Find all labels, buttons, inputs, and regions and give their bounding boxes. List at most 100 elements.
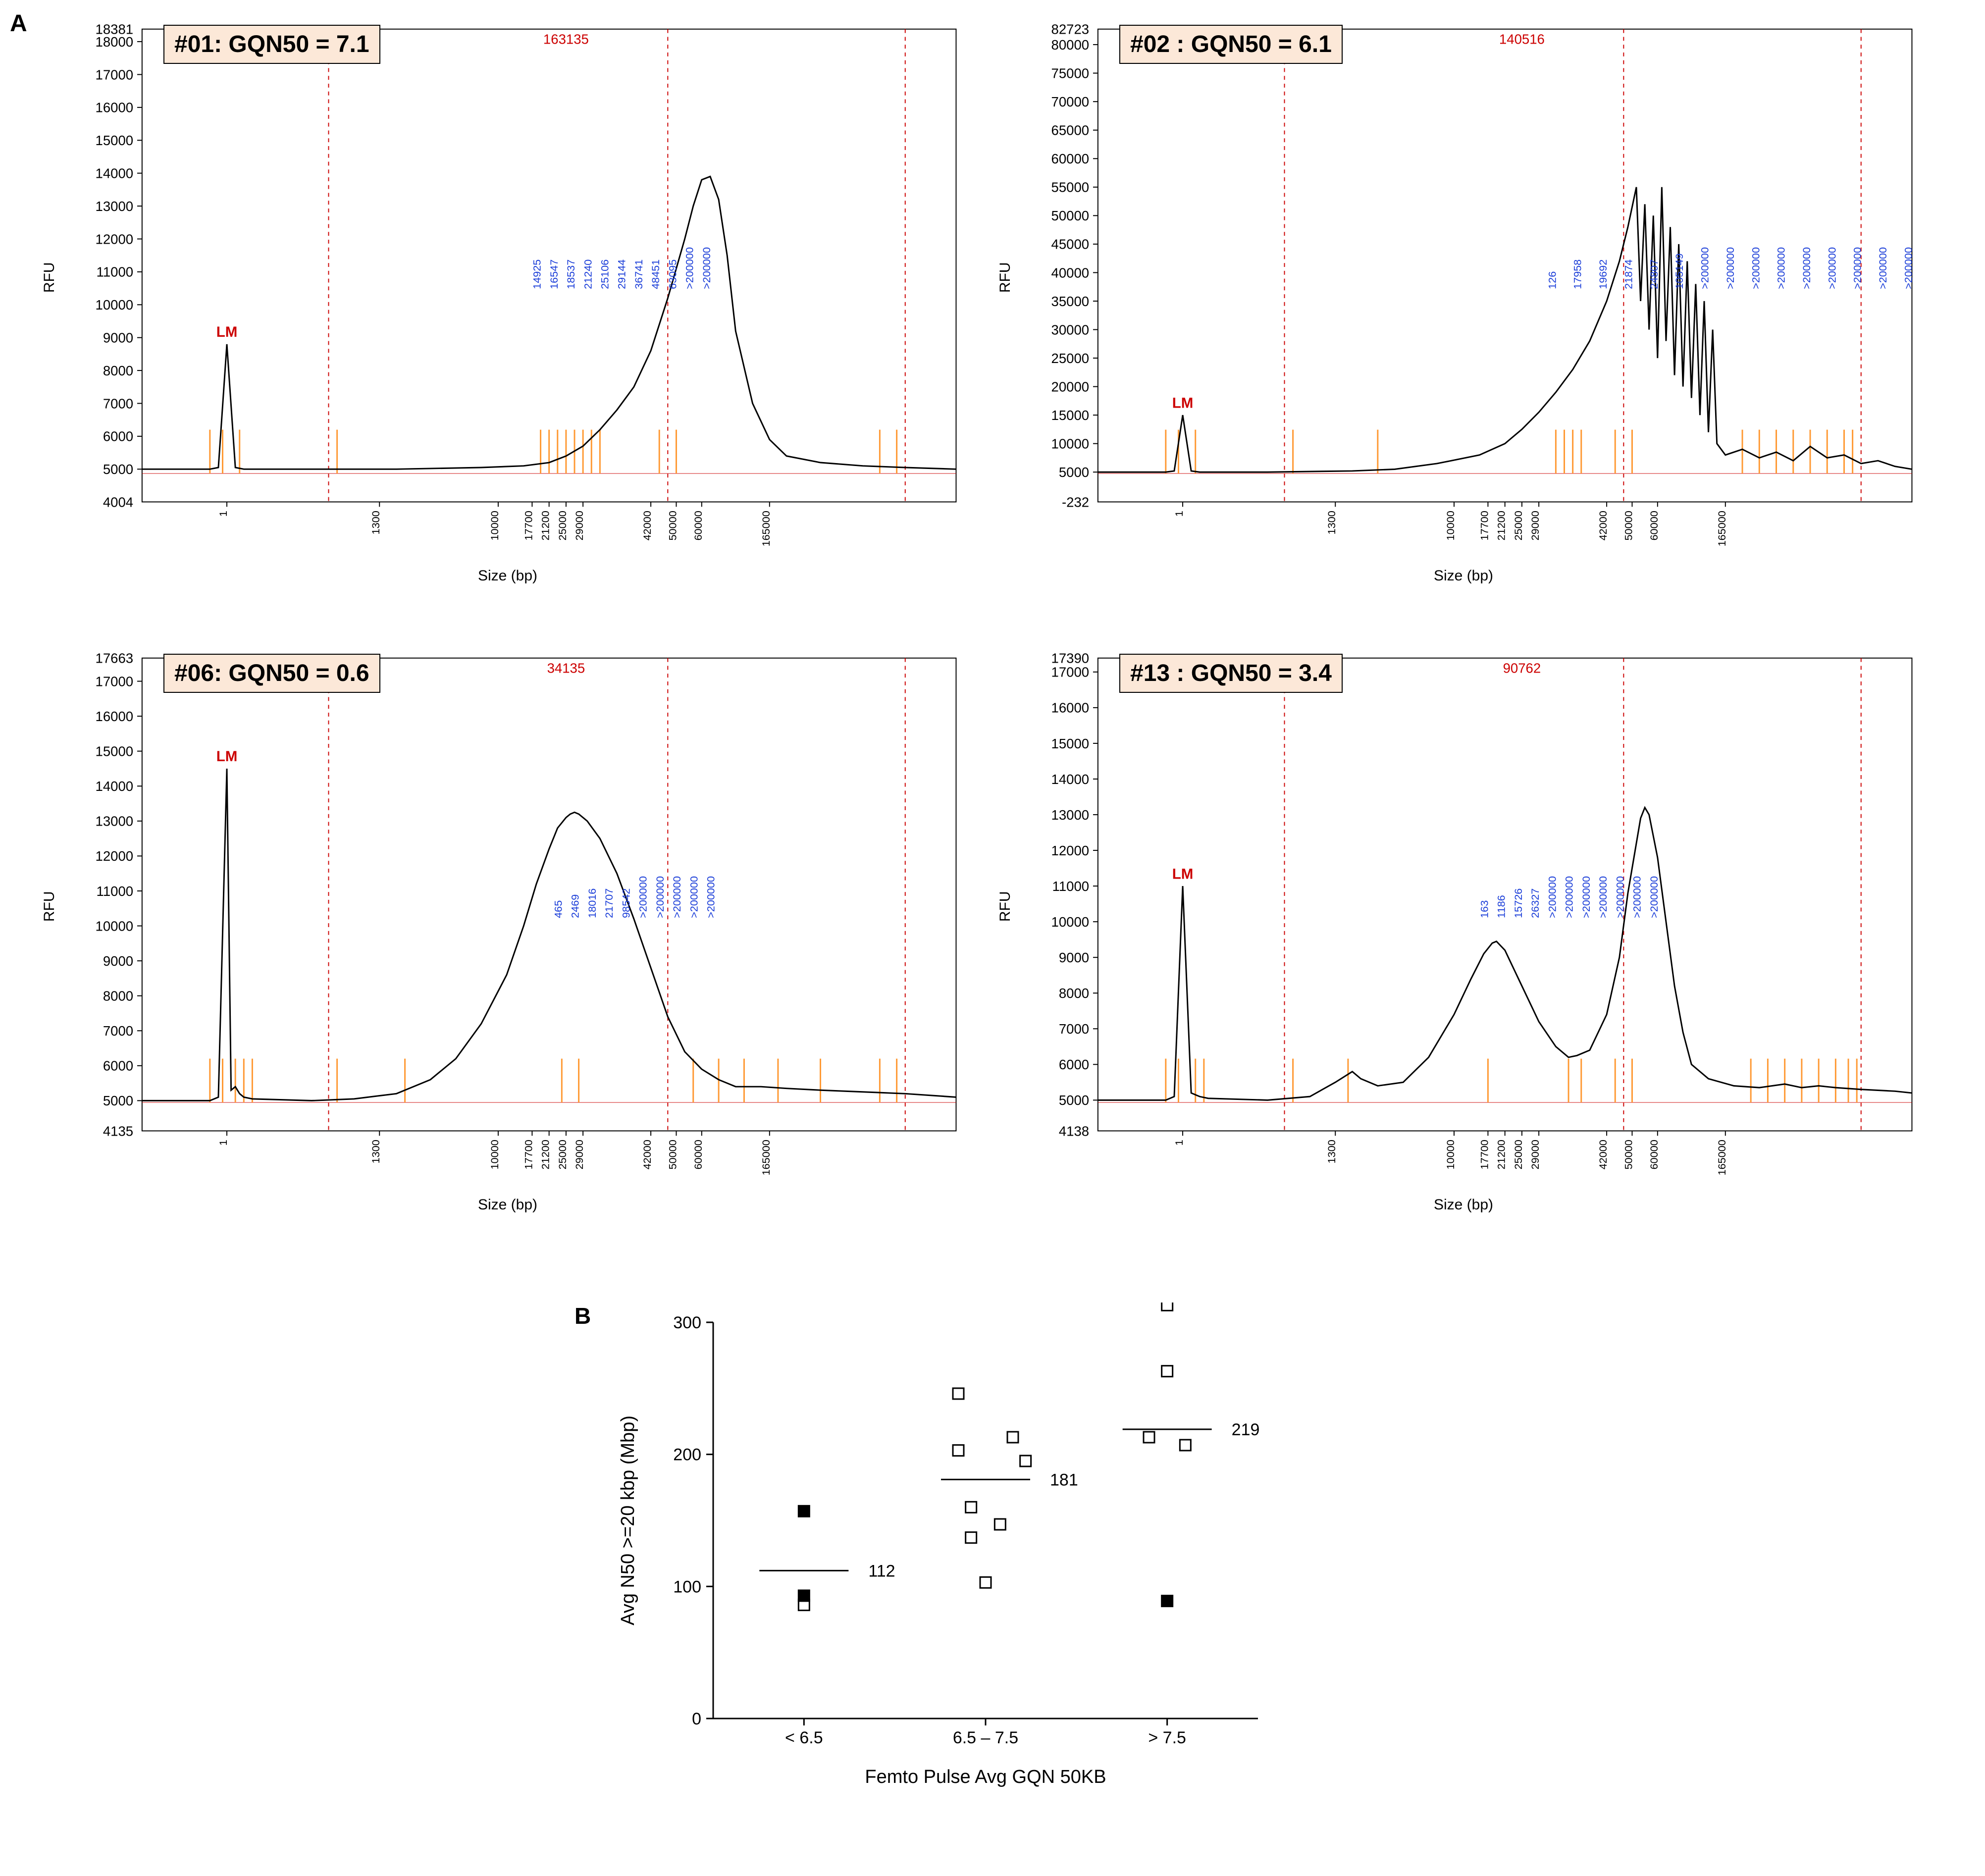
svg-text:34135: 34135 xyxy=(547,660,585,676)
svg-text:5000: 5000 xyxy=(1059,465,1089,480)
svg-text:15726: 15726 xyxy=(1512,888,1524,918)
svg-text:20000: 20000 xyxy=(1051,379,1090,394)
svg-text:7000: 7000 xyxy=(103,396,133,411)
svg-text:10000: 10000 xyxy=(1051,436,1090,452)
svg-text:25000: 25000 xyxy=(556,511,569,540)
svg-text:30000: 30000 xyxy=(1051,322,1090,337)
svg-text:>200000: >200000 xyxy=(1775,247,1787,289)
svg-text:60000: 60000 xyxy=(692,1140,704,1169)
svg-text:>200000: >200000 xyxy=(1614,876,1626,918)
x-axis-label: Size (bp) xyxy=(1434,1197,1493,1213)
svg-text:21874: 21874 xyxy=(1622,260,1634,289)
svg-text:>200000: >200000 xyxy=(687,876,700,918)
svg-text:>200000: >200000 xyxy=(1749,247,1762,289)
svg-text:35000: 35000 xyxy=(1051,294,1090,309)
svg-text:10000: 10000 xyxy=(96,918,134,934)
svg-text:14000: 14000 xyxy=(96,779,134,794)
svg-text:1300: 1300 xyxy=(369,1140,382,1163)
svg-text:50000: 50000 xyxy=(1622,511,1634,540)
svg-text:Femto Pulse Avg GQN 50KB: Femto Pulse Avg GQN 50KB xyxy=(865,1767,1106,1787)
svg-text:17000: 17000 xyxy=(1051,665,1090,680)
svg-text:15000: 15000 xyxy=(96,133,134,148)
svg-text:>200000: >200000 xyxy=(637,876,649,918)
svg-text:29000: 29000 xyxy=(1529,1140,1541,1169)
svg-text:8000: 8000 xyxy=(1059,986,1089,1001)
panel-a: A #01: GQN50 = 7.1RFUSize (bp)5000600070… xyxy=(10,10,1975,1213)
electropherogram-svg: 5000600070008000900010000110001200013000… xyxy=(45,644,971,1213)
svg-text:5000: 5000 xyxy=(103,462,133,477)
svg-text:50000: 50000 xyxy=(666,1140,679,1169)
svg-text:>200000: >200000 xyxy=(1546,876,1558,918)
svg-text:1: 1 xyxy=(1173,1140,1185,1146)
svg-text:25000: 25000 xyxy=(556,1140,569,1169)
y-axis-label: RFU xyxy=(997,262,1014,293)
svg-text:7000: 7000 xyxy=(103,1023,133,1039)
svg-text:165000: 165000 xyxy=(760,511,772,546)
svg-text:7000: 7000 xyxy=(1059,1021,1089,1037)
svg-text:>200000: >200000 xyxy=(1724,247,1736,289)
svg-text:>200000: >200000 xyxy=(1580,876,1592,918)
electropherogram-grid: #01: GQN50 = 7.1 RFU Size (bp) 5000 6000 7000… xyxy=(45,15,1927,1213)
svg-text:1: 1 xyxy=(1173,511,1185,517)
svg-text:55000: 55000 xyxy=(1051,180,1090,195)
svg-text:-232: -232 xyxy=(1062,494,1089,510)
svg-text:21707: 21707 xyxy=(603,888,615,918)
svg-text:25106: 25106 xyxy=(599,260,611,289)
chart-cell-c01: #01: GQN50 = 7.1RFUSize (bp)500060007000… xyxy=(45,15,971,584)
svg-text:60000: 60000 xyxy=(1051,151,1090,166)
svg-text:>200000: >200000 xyxy=(1826,247,1838,289)
svg-text:8000: 8000 xyxy=(103,363,133,378)
chart-badge: #02 : GQN50 = 6.1 xyxy=(1119,25,1343,64)
svg-text:50000: 50000 xyxy=(666,511,679,540)
svg-text:11000: 11000 xyxy=(97,884,134,899)
svg-text:16000: 16000 xyxy=(1051,700,1090,716)
svg-text:13000: 13000 xyxy=(1051,807,1090,823)
svg-text:112: 112 xyxy=(868,1562,895,1580)
svg-text:16000: 16000 xyxy=(96,100,134,115)
electropherogram-svg: 5000600070008000900010000110001200013000… xyxy=(1000,644,1927,1213)
svg-text:165000: 165000 xyxy=(760,1140,772,1175)
svg-text:8000: 8000 xyxy=(103,989,133,1004)
svg-text:98542: 98542 xyxy=(620,888,632,918)
svg-text:6000: 6000 xyxy=(103,1058,133,1074)
svg-text:1186: 1186 xyxy=(1495,895,1508,918)
svg-text:>200000: >200000 xyxy=(1631,876,1643,918)
svg-text:18381: 18381 xyxy=(96,22,134,37)
svg-text:Avg N50 >=20 kbp (Mbp): Avg N50 >=20 kbp (Mbp) xyxy=(618,1415,638,1625)
svg-text:2469: 2469 xyxy=(569,894,581,918)
svg-text:> 7.5: > 7.5 xyxy=(1148,1728,1186,1747)
svg-text:4138: 4138 xyxy=(1059,1123,1089,1139)
scatter-chart: 0100200300< 6.56.5 – 7.5> 7.5Avg N50 >=2… xyxy=(604,1303,1347,1798)
chart-badge: #06: GQN50 = 0.6 xyxy=(163,654,380,693)
svg-text:16547: 16547 xyxy=(548,260,560,289)
svg-text:16000: 16000 xyxy=(96,709,134,724)
chart-badge: #13 : GQN50 = 3.4 xyxy=(1119,654,1343,693)
svg-text:17000: 17000 xyxy=(96,67,134,82)
svg-text:48451: 48451 xyxy=(649,260,662,289)
x-axis-label: Size (bp) xyxy=(1434,568,1493,584)
svg-text:17390: 17390 xyxy=(1051,651,1090,666)
svg-text:>200000: >200000 xyxy=(1800,247,1813,289)
svg-text:6000: 6000 xyxy=(103,429,133,444)
svg-text:>200000: >200000 xyxy=(700,247,713,289)
chart-cell-c13: #13 : GQN50 = 3.4RFUSize (bp)50006000700… xyxy=(1000,644,1927,1213)
chart-cell-c02: #02 : GQN50 = 6.1RFUSize (bp)50001000015… xyxy=(1000,15,1927,584)
svg-text:LM: LM xyxy=(1172,395,1194,411)
svg-text:21200: 21200 xyxy=(1495,511,1508,540)
svg-text:29144: 29144 xyxy=(616,260,628,289)
figure-root: A #01: GQN50 = 7.1RFUSize (bp)5000600070… xyxy=(10,10,1975,1798)
svg-text:17958: 17958 xyxy=(1571,260,1584,289)
svg-text:42000: 42000 xyxy=(641,1140,653,1169)
svg-text:11000: 11000 xyxy=(97,264,134,280)
svg-text:14000: 14000 xyxy=(96,166,134,181)
svg-text:10000: 10000 xyxy=(96,297,134,313)
svg-text:15000: 15000 xyxy=(1051,408,1090,423)
svg-text:42000: 42000 xyxy=(1597,1140,1609,1169)
panel-b: B 0100200300< 6.56.5 – 7.5> 7.5Avg N50 >… xyxy=(10,1303,1975,1798)
svg-text:LM: LM xyxy=(1172,866,1194,882)
svg-text:60000: 60000 xyxy=(1648,511,1660,540)
y-axis-label: RFU xyxy=(41,891,58,922)
svg-text:105149: 105149 xyxy=(1673,254,1685,289)
chart-badge: #01: GQN50 = 7.1 xyxy=(163,25,380,64)
svg-text:10000: 10000 xyxy=(1444,511,1457,540)
